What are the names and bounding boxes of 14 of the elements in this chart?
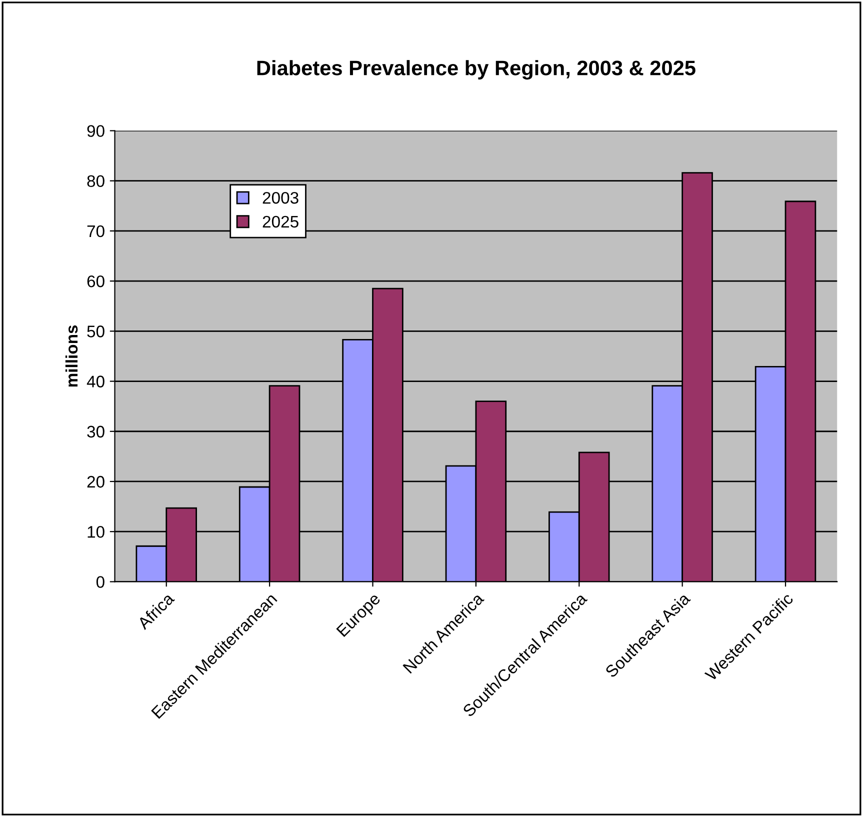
legend-label: 2003 xyxy=(262,192,298,204)
y-tick-label: 80 xyxy=(87,175,104,188)
y-axis-title: millions xyxy=(65,325,78,387)
y-tick-label: 10 xyxy=(88,526,104,538)
y-tick-label: 30 xyxy=(87,426,104,438)
y-tick-label: 60 xyxy=(87,275,104,288)
y-tick-label: 50 xyxy=(87,326,104,338)
y-tick-label: 0 xyxy=(96,576,104,588)
y-tick-label: 90 xyxy=(87,125,104,137)
y-tick-label: 70 xyxy=(87,225,104,238)
y-tick-label: 20 xyxy=(87,476,104,488)
y-tick-label: 40 xyxy=(86,376,104,388)
chart-title: Diabetes Prevalence by Region, 2003 & 2025 xyxy=(257,60,696,80)
legend-label: 2025 xyxy=(262,216,298,228)
